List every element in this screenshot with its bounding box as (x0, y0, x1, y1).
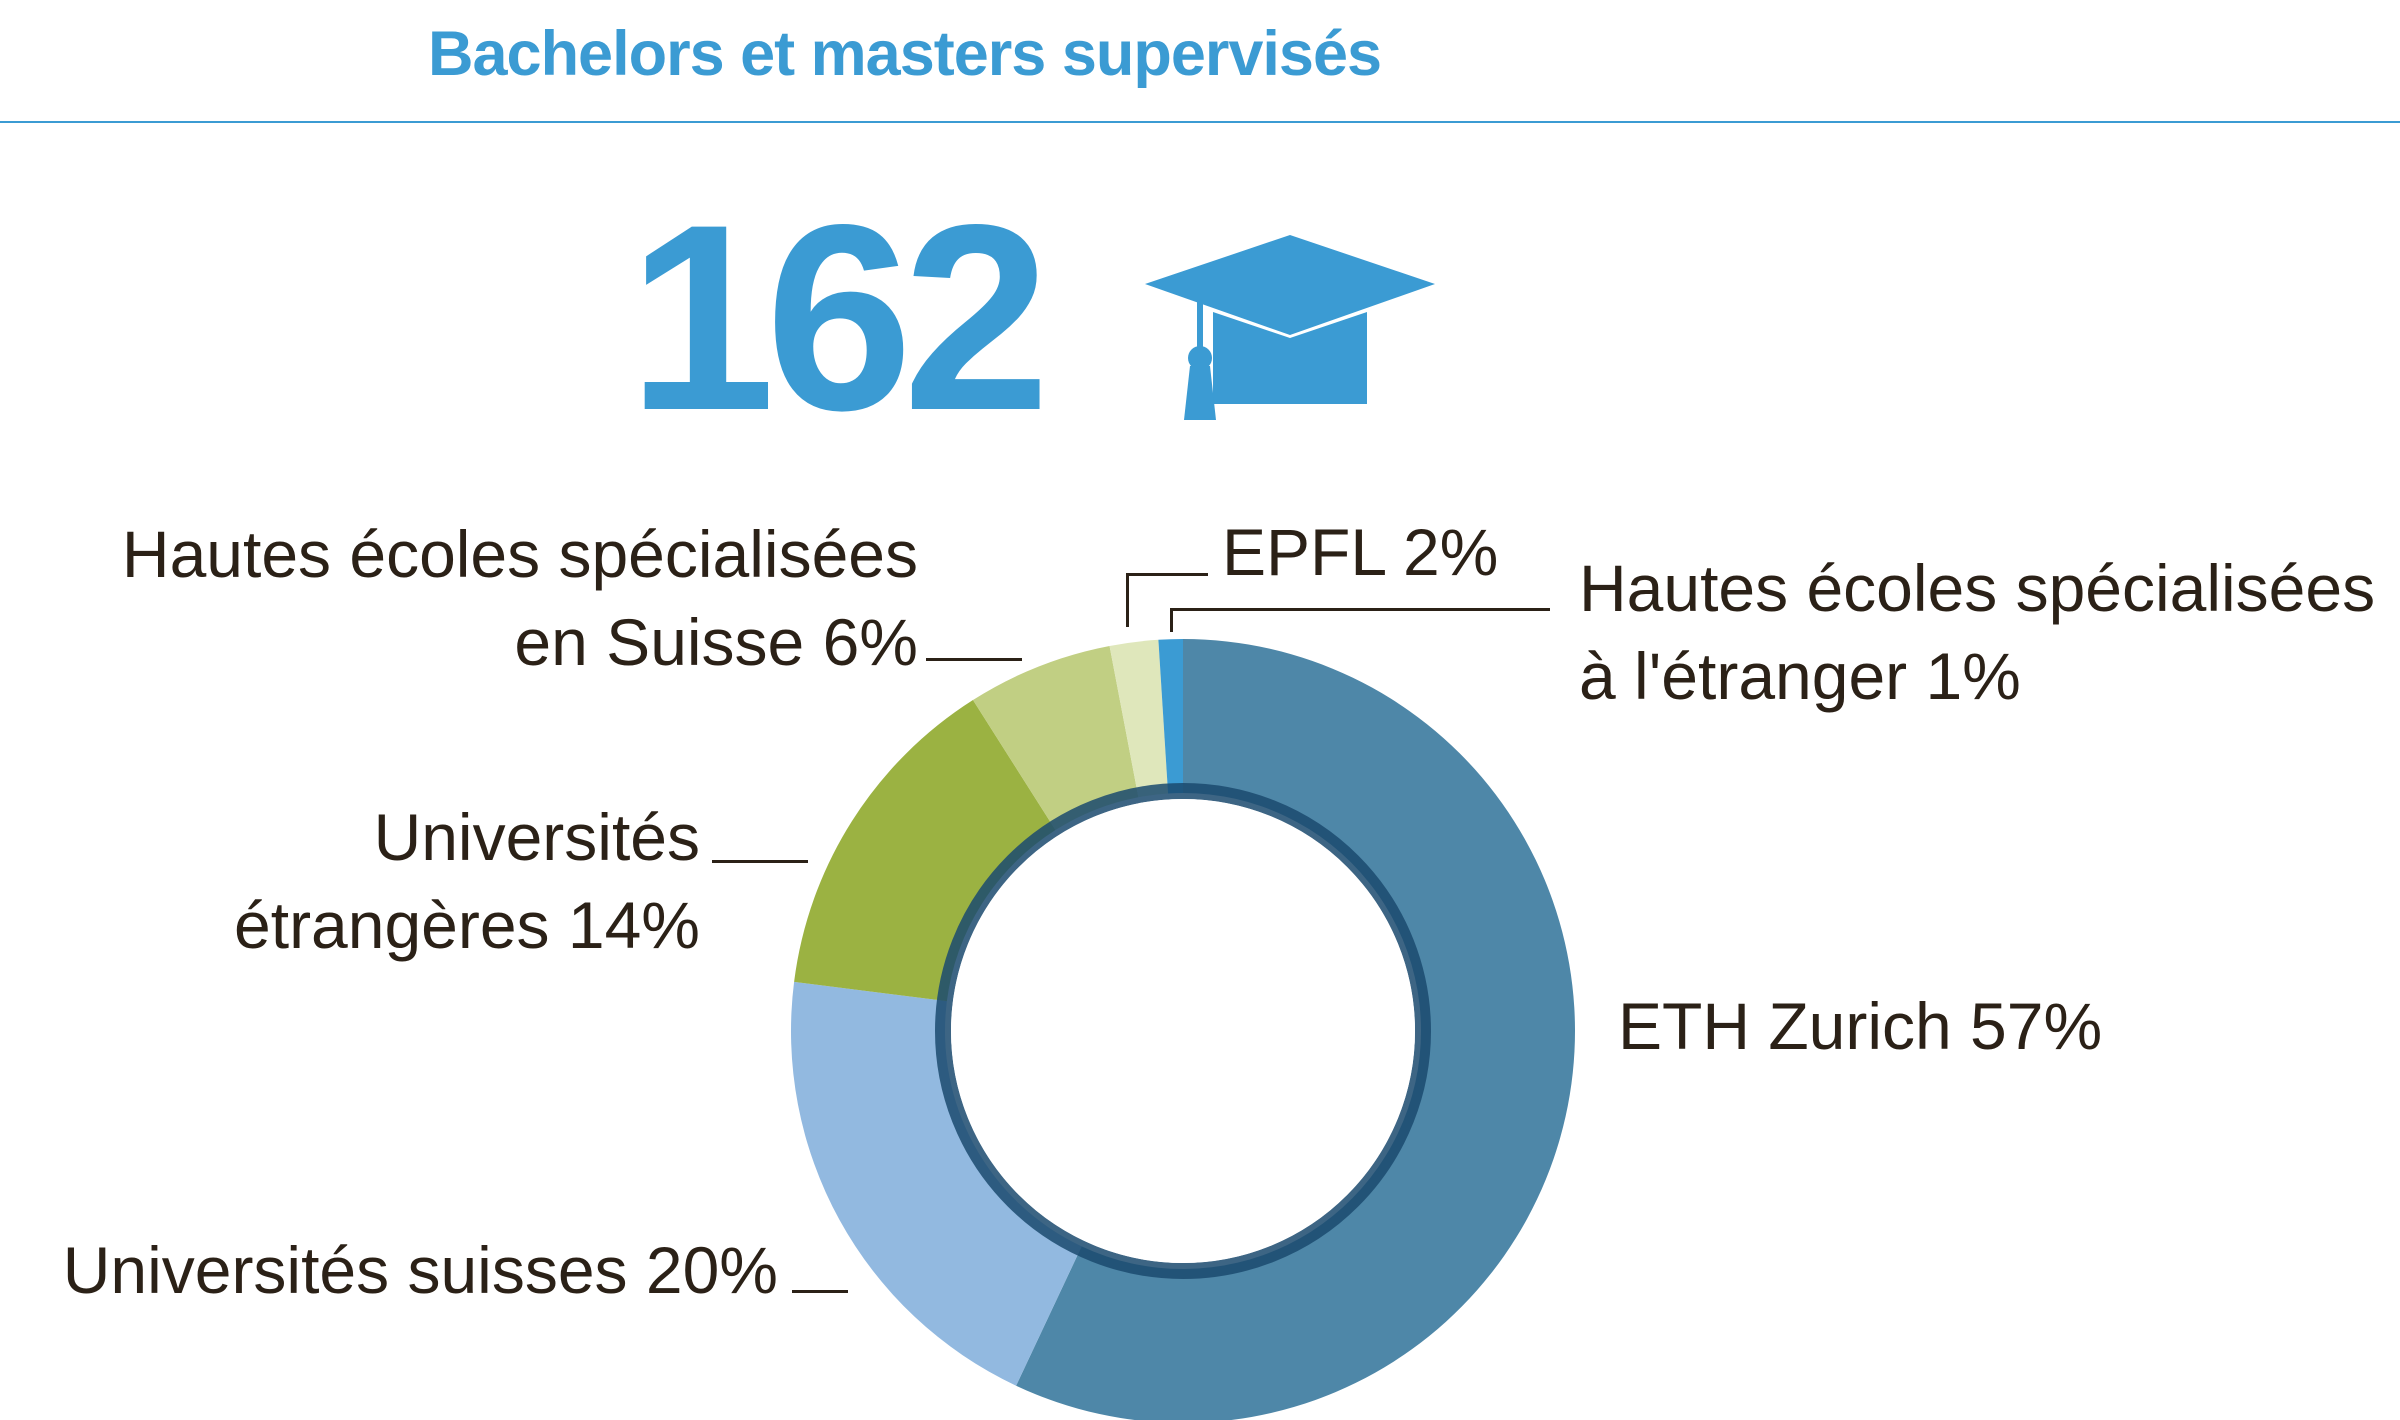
label-line: étrangères 14% (234, 888, 700, 962)
label-line: Hautes écoles spécialisées (1579, 551, 2376, 625)
label-line: Universités suisses 20% (62, 1233, 778, 1307)
slice-universites-etrangeres (794, 700, 1056, 1002)
leader-hes-etranger-v (1170, 608, 1173, 632)
label-universites-suisses: Universités suisses 20% (63, 1226, 778, 1314)
leader-hes-suisse (926, 658, 1022, 661)
title-divider (0, 121, 2400, 123)
label-line: ETH Zurich 57% (1618, 989, 2103, 1063)
leader-epfl-h (1126, 573, 1208, 576)
label-epfl: EPFL 2% (1222, 508, 1498, 596)
donut-hole (951, 799, 1415, 1263)
slice-hes-etranger (1158, 639, 1183, 794)
slice-epfl (1109, 639, 1169, 798)
leader-universites-etrangeres (712, 860, 808, 863)
leader-universites-suisses (792, 1290, 848, 1293)
label-line: à l'étranger 1% (1579, 639, 2021, 713)
chart-title: Bachelors et masters supervisés (428, 19, 1382, 89)
slice-universites-suisses (791, 981, 1082, 1386)
slice-hes-suisse (972, 645, 1139, 831)
label-universites-etrangeres: Universités étrangères 14% (234, 793, 700, 969)
slice-eth-zurich (1016, 639, 1575, 1420)
label-eth-zurich: ETH Zurich 57% (1618, 982, 2102, 1070)
label-line: EPFL 2% (1222, 515, 1499, 589)
inner-ring (935, 783, 1431, 1279)
label-hes-suisse: Hautes écoles spécialisées en Suisse 6% (122, 510, 918, 686)
label-hes-etranger: Hautes écoles spécialisées à l'étranger … (1579, 544, 2375, 720)
leader-hes-etranger-h (1170, 608, 1550, 611)
total-count: 162 (628, 170, 1050, 466)
leader-epfl-v (1126, 573, 1129, 627)
label-line: Universités (373, 800, 700, 874)
label-line: en Suisse 6% (514, 605, 918, 679)
label-line: Hautes écoles spécialisées (121, 517, 918, 591)
graduation-cap-icon (1145, 235, 1435, 420)
